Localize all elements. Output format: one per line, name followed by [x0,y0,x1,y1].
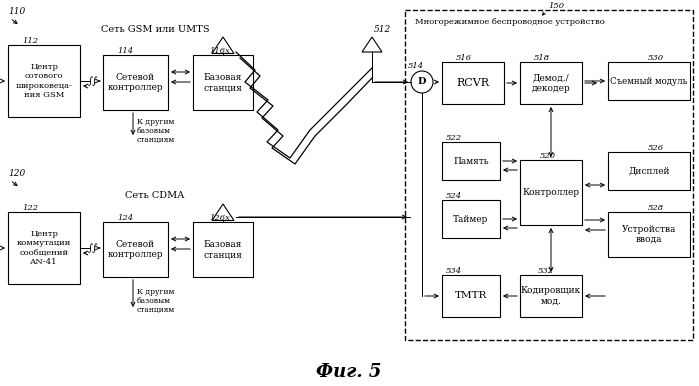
Bar [8,45,80,117]
Text: 516: 516 [456,54,472,62]
Text: Центр
коммутации
сообщений
АN-41: Центр коммутации сообщений АN-41 [17,230,71,266]
Text: ∫∫: ∫∫ [88,243,98,253]
Text: 520: 520 [540,152,556,160]
Text: Таймер: Таймер [454,215,489,223]
Text: Кодировщик
мод.: Кодировщик мод. [521,286,581,306]
Bar [520,160,582,225]
Text: 528: 528 [648,204,664,212]
Text: 512: 512 [374,25,391,34]
Text: Демод./
декодер: Демод./ декодер [532,73,570,93]
Bar [442,142,500,180]
Bar [405,10,693,340]
Text: Контроллер: Контроллер [522,188,579,197]
Text: 524: 524 [446,192,462,200]
Text: D: D [418,78,426,86]
Text: 120: 120 [8,169,25,178]
Bar [103,222,168,277]
Text: Сетевой
контроллер: Сетевой контроллер [108,240,164,259]
Text: Устройства
ввода: Устройства ввода [622,225,676,244]
Text: 150: 150 [548,2,564,10]
Text: Дисплей: Дисплей [628,166,670,176]
Bar [193,55,253,110]
Bar [8,212,80,284]
Text: 534: 534 [446,267,462,275]
Bar [608,62,690,100]
Text: 122: 122 [22,204,38,212]
Bar [442,200,500,238]
Text: Базовая
станция: Базовая станция [203,73,243,92]
Text: 114: 114 [117,47,133,55]
Text: Фиг. 5: Фиг. 5 [317,363,382,381]
Text: Базовая
станция: Базовая станция [203,240,243,259]
Text: Память: Память [453,156,489,166]
Text: Сетевой
контроллер: Сетевой контроллер [108,73,164,92]
Text: Сеть CDMA: Сеть CDMA [125,191,185,200]
Bar [520,62,582,104]
Text: 522: 522 [446,134,462,142]
Text: Центр
сотового
широковеца-
ния GSM: Центр сотового широковеца- ния GSM [15,63,73,99]
Bar [442,275,500,317]
Bar [608,212,690,257]
Bar [520,275,582,317]
Bar [608,152,690,190]
Text: RCVR: RCVR [456,78,489,88]
Text: 110: 110 [8,7,25,16]
Text: К другим
базовым
станциям: К другим базовым станциям [137,118,175,144]
Text: К другим
базовым
станциям: К другим базовым станциям [137,288,175,315]
Text: 116x: 116x [209,47,230,55]
Text: Многорежимное беспроводное устройство: Многорежимное беспроводное устройство [415,18,605,26]
Bar [193,222,253,277]
Text: 526: 526 [648,144,664,152]
Text: 518: 518 [534,54,550,62]
Text: 112: 112 [22,37,38,45]
Text: ∫∫: ∫∫ [88,76,98,86]
Text: 514: 514 [408,62,424,70]
Bar [442,62,504,104]
Text: 124: 124 [117,214,133,222]
Text: Съемный модуль: Съемный модуль [610,76,688,86]
Text: 530: 530 [648,54,664,62]
Text: 126x: 126x [209,214,230,222]
Text: 532: 532 [538,267,554,275]
Text: TMTR: TMTR [455,291,487,300]
Bar [103,55,168,110]
Text: Сеть GSM или UMTS: Сеть GSM или UMTS [101,25,209,34]
